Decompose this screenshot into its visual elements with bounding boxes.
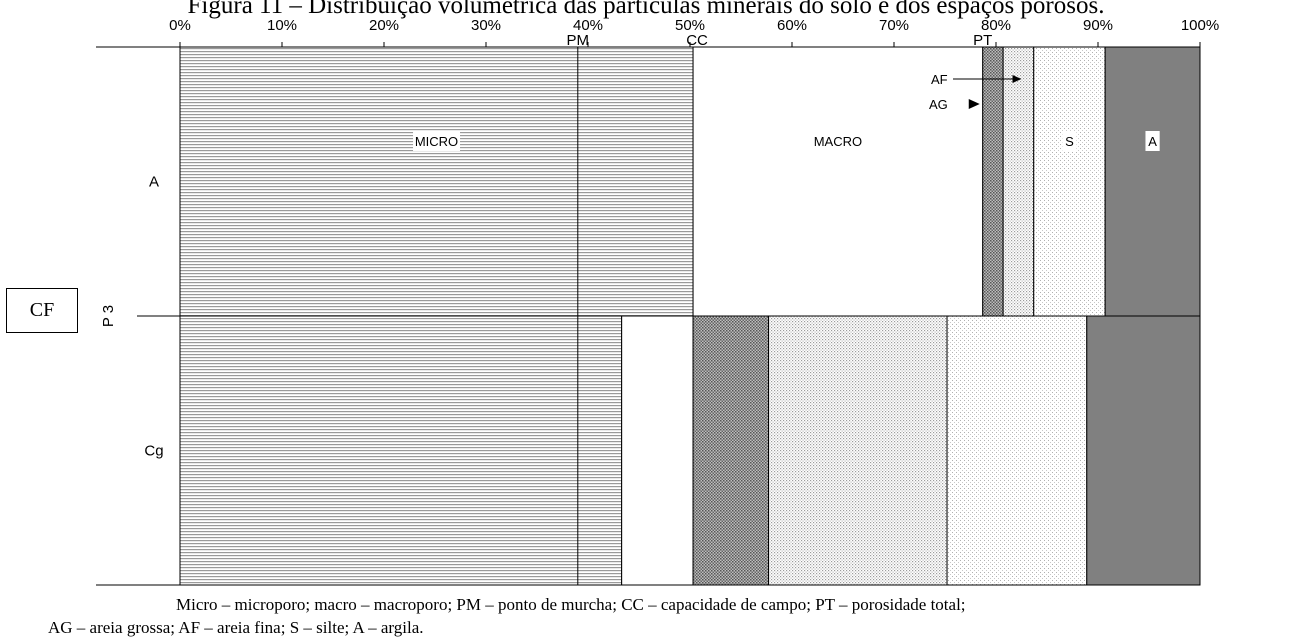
bar-segment-cg-af — [768, 315, 948, 586]
bar-segment-a-micro — [179, 46, 694, 317]
x-tick-label: 10% — [267, 17, 297, 34]
group-label-box: CF — [6, 288, 78, 333]
segment-label-s: S — [1065, 134, 1074, 149]
reference-label-pt: PT — [973, 32, 992, 49]
segment-label-bg — [814, 131, 862, 151]
category-label-cg: Cg — [144, 443, 163, 460]
x-tick-label: 40% — [573, 17, 603, 34]
reference-label-cc: CC — [686, 32, 708, 49]
x-tick-label: 70% — [879, 17, 909, 34]
bar-segment-cg-macro — [621, 315, 694, 586]
bar-segment-a-a — [1104, 46, 1201, 317]
bar-segment-a-s — [1033, 46, 1106, 317]
bar-segment-a-ag — [982, 46, 1004, 317]
segment-label-a: A — [1148, 134, 1157, 149]
annotation-ag: AG — [929, 97, 948, 112]
bar-segment-a-macro — [692, 46, 984, 317]
x-tick-label: 30% — [471, 17, 501, 34]
segment-label-bg — [413, 131, 461, 151]
bar-segment-cg-micro — [179, 315, 623, 586]
x-tick-label: 20% — [369, 17, 399, 34]
x-tick-label: 50% — [675, 17, 705, 34]
bar-segment-cg-ag — [692, 315, 770, 586]
x-tick-label: 80% — [981, 17, 1011, 34]
caption-line-1: Micro – microporo; macro – macroporo; PM… — [176, 595, 966, 614]
category-label-a: A — [149, 174, 159, 191]
bar-segment-a-af — [1002, 46, 1035, 317]
x-tick-label: 0% — [169, 17, 191, 34]
bar-segment-cg-s — [946, 315, 1088, 586]
segment-label-bg — [1145, 131, 1160, 151]
x-tick-label: 100% — [1181, 17, 1219, 34]
figure-caption: Micro – microporo; macro – macroporo; PM… — [48, 593, 1284, 639]
reference-label-pm: PM — [567, 32, 590, 49]
segment-label-micro: MICRO — [415, 134, 458, 149]
x-tick-label: 90% — [1083, 17, 1113, 34]
segment-label-bg — [1062, 131, 1077, 151]
caption-line-2: AG – areia grossa; AF – areia fina; S – … — [48, 618, 424, 637]
profile-label: P 3 — [100, 305, 117, 327]
bar-segment-cg-a — [1086, 315, 1201, 586]
annotation-ag-arrow — [968, 99, 980, 109]
segment-label-macro: MACRO — [814, 134, 862, 149]
figure-title: Figura 11 – Distribuição volumétrica das… — [187, 0, 1105, 19]
annotation-af: AF — [931, 72, 948, 87]
x-tick-label: 60% — [777, 17, 807, 34]
